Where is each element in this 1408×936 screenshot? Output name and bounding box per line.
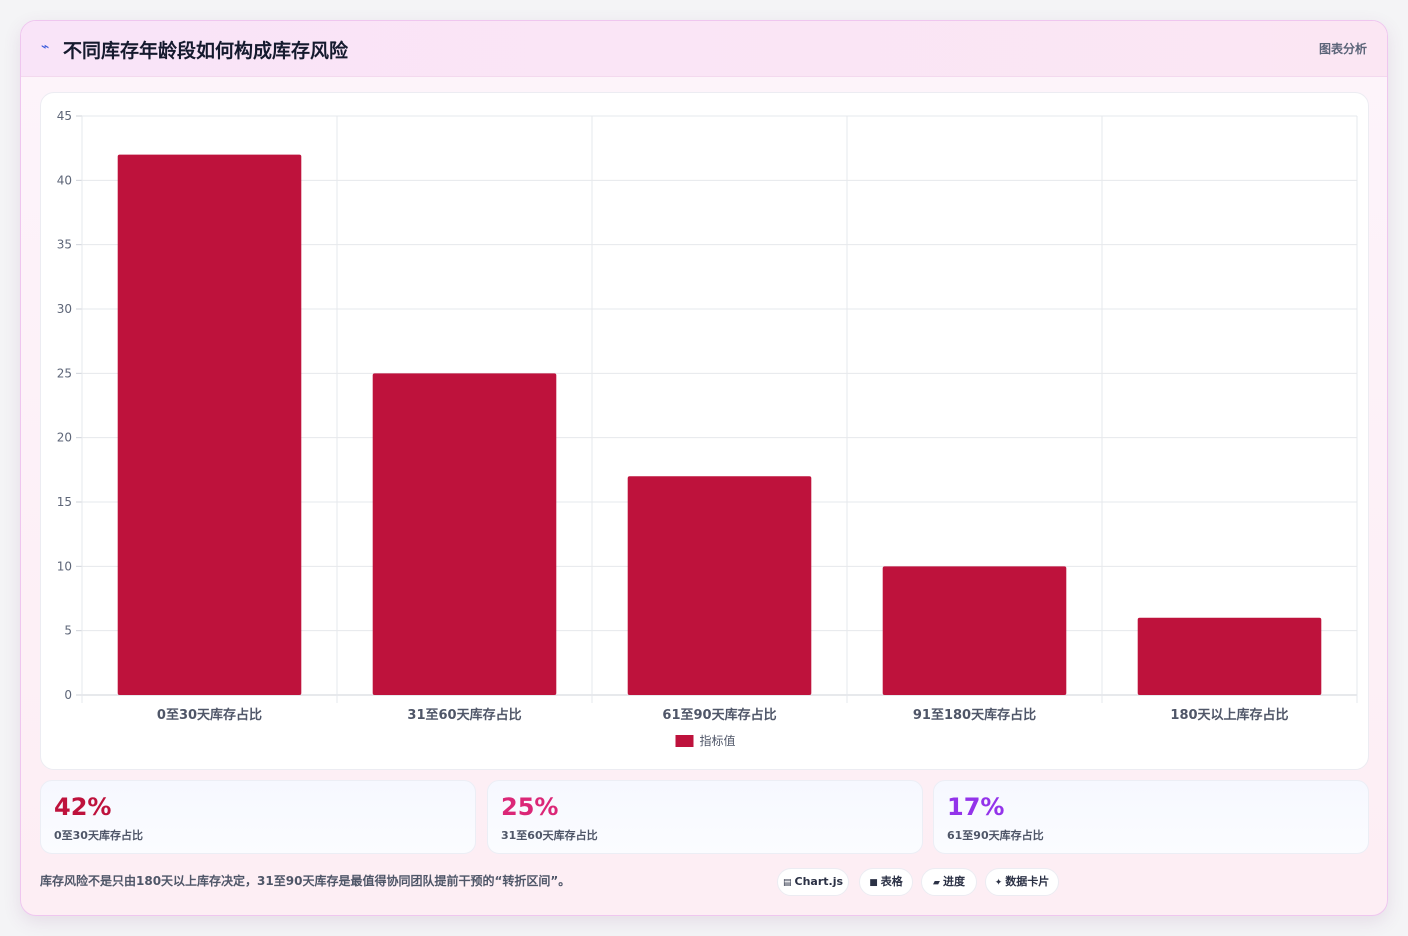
bar-1 xyxy=(372,373,557,695)
x-tick-label: 31至60天库存占比 xyxy=(407,707,521,723)
y-tick-label: 30 xyxy=(57,302,72,316)
chip-label: 数据卡片 xyxy=(1005,875,1050,888)
chip-label: 进度 xyxy=(942,875,965,888)
bar-chart: 0 5 10 15 20 25 30 35 40 45 0至30天库存占比 31至60天库存占比 61至… xyxy=(57,109,1358,748)
y-tick-label: 25 xyxy=(57,366,72,380)
card-header: ⌁ 不同库存年龄段如何构成库存风险 图表分析 xyxy=(21,21,1387,77)
chart-line-icon: ⌁ xyxy=(41,39,50,55)
stat-value: 17% xyxy=(947,793,1005,821)
table-icon: ■ xyxy=(869,878,878,888)
y-tick-label: 45 xyxy=(57,109,72,123)
chip-data-cards[interactable]: ✦ 数据卡片 xyxy=(985,868,1059,896)
bar-0 xyxy=(117,154,302,696)
x-tick-label: 0至30天库存占比 xyxy=(157,707,262,723)
chart-panel: 0 5 10 15 20 25 30 35 40 45 0至30天库存占比 31至60天库存占比 61至… xyxy=(40,92,1369,770)
chip-label: 表格 xyxy=(880,875,903,888)
legend-label: 指标值 xyxy=(700,733,736,748)
bar-4 xyxy=(1137,617,1322,695)
chip-label: Chart.js xyxy=(794,875,844,888)
y-tick-label: 0 xyxy=(64,688,72,702)
y-tick-label: 35 xyxy=(57,238,72,252)
bar-3 xyxy=(882,566,1067,695)
y-tick-label: 40 xyxy=(57,173,72,187)
sparkle-icon: ✦ xyxy=(994,878,1003,888)
y-tick-label: 20 xyxy=(57,431,72,445)
chip-progress[interactable]: ▰ 进度 xyxy=(921,868,977,896)
stat-value: 42% xyxy=(54,793,112,821)
stat-label: 31至60天库存占比 xyxy=(501,829,598,842)
chart-card: ⌁ 不同库存年龄段如何构成库存风险 图表分析 0 5 10 15 20 25 30 35 40 4… xyxy=(20,20,1388,916)
stat-card-31-60: 25% 31至60天库存占比 xyxy=(487,780,923,854)
stat-card-0-30: 42% 0至30天库存占比 xyxy=(40,780,476,854)
stat-card-61-90: 17% 61至90天库存占比 xyxy=(933,780,1369,854)
card-title: 不同库存年龄段如何构成库存风险 xyxy=(63,40,349,62)
footnote: 库存风险不是只由180天以上库存决定，31至90天库存是最值得协同团队提前干预的… xyxy=(40,874,571,888)
chip-chartjs[interactable]: ▤ Chart.js xyxy=(777,868,849,896)
stat-label: 0至30天库存占比 xyxy=(54,829,143,842)
x-tick-label: 91至180天库存占比 xyxy=(913,707,1036,723)
x-tick-label: 180天以上库存占比 xyxy=(1170,707,1288,723)
chart-analysis-link[interactable]: 图表分析 xyxy=(1318,42,1367,56)
legend-swatch xyxy=(675,735,694,747)
bar-2 xyxy=(627,476,812,695)
x-tick-label: 61至90天库存占比 xyxy=(662,707,776,723)
chip-table[interactable]: ■ 表格 xyxy=(859,868,913,896)
y-tick-label: 15 xyxy=(57,495,72,509)
stat-value: 25% xyxy=(501,793,559,821)
chart-icon: ▤ xyxy=(782,878,792,888)
progress-icon: ▰ xyxy=(933,878,940,888)
y-tick-label: 10 xyxy=(57,559,72,573)
y-tick-label: 5 xyxy=(64,624,72,638)
stat-label: 61至90天库存占比 xyxy=(947,829,1044,842)
